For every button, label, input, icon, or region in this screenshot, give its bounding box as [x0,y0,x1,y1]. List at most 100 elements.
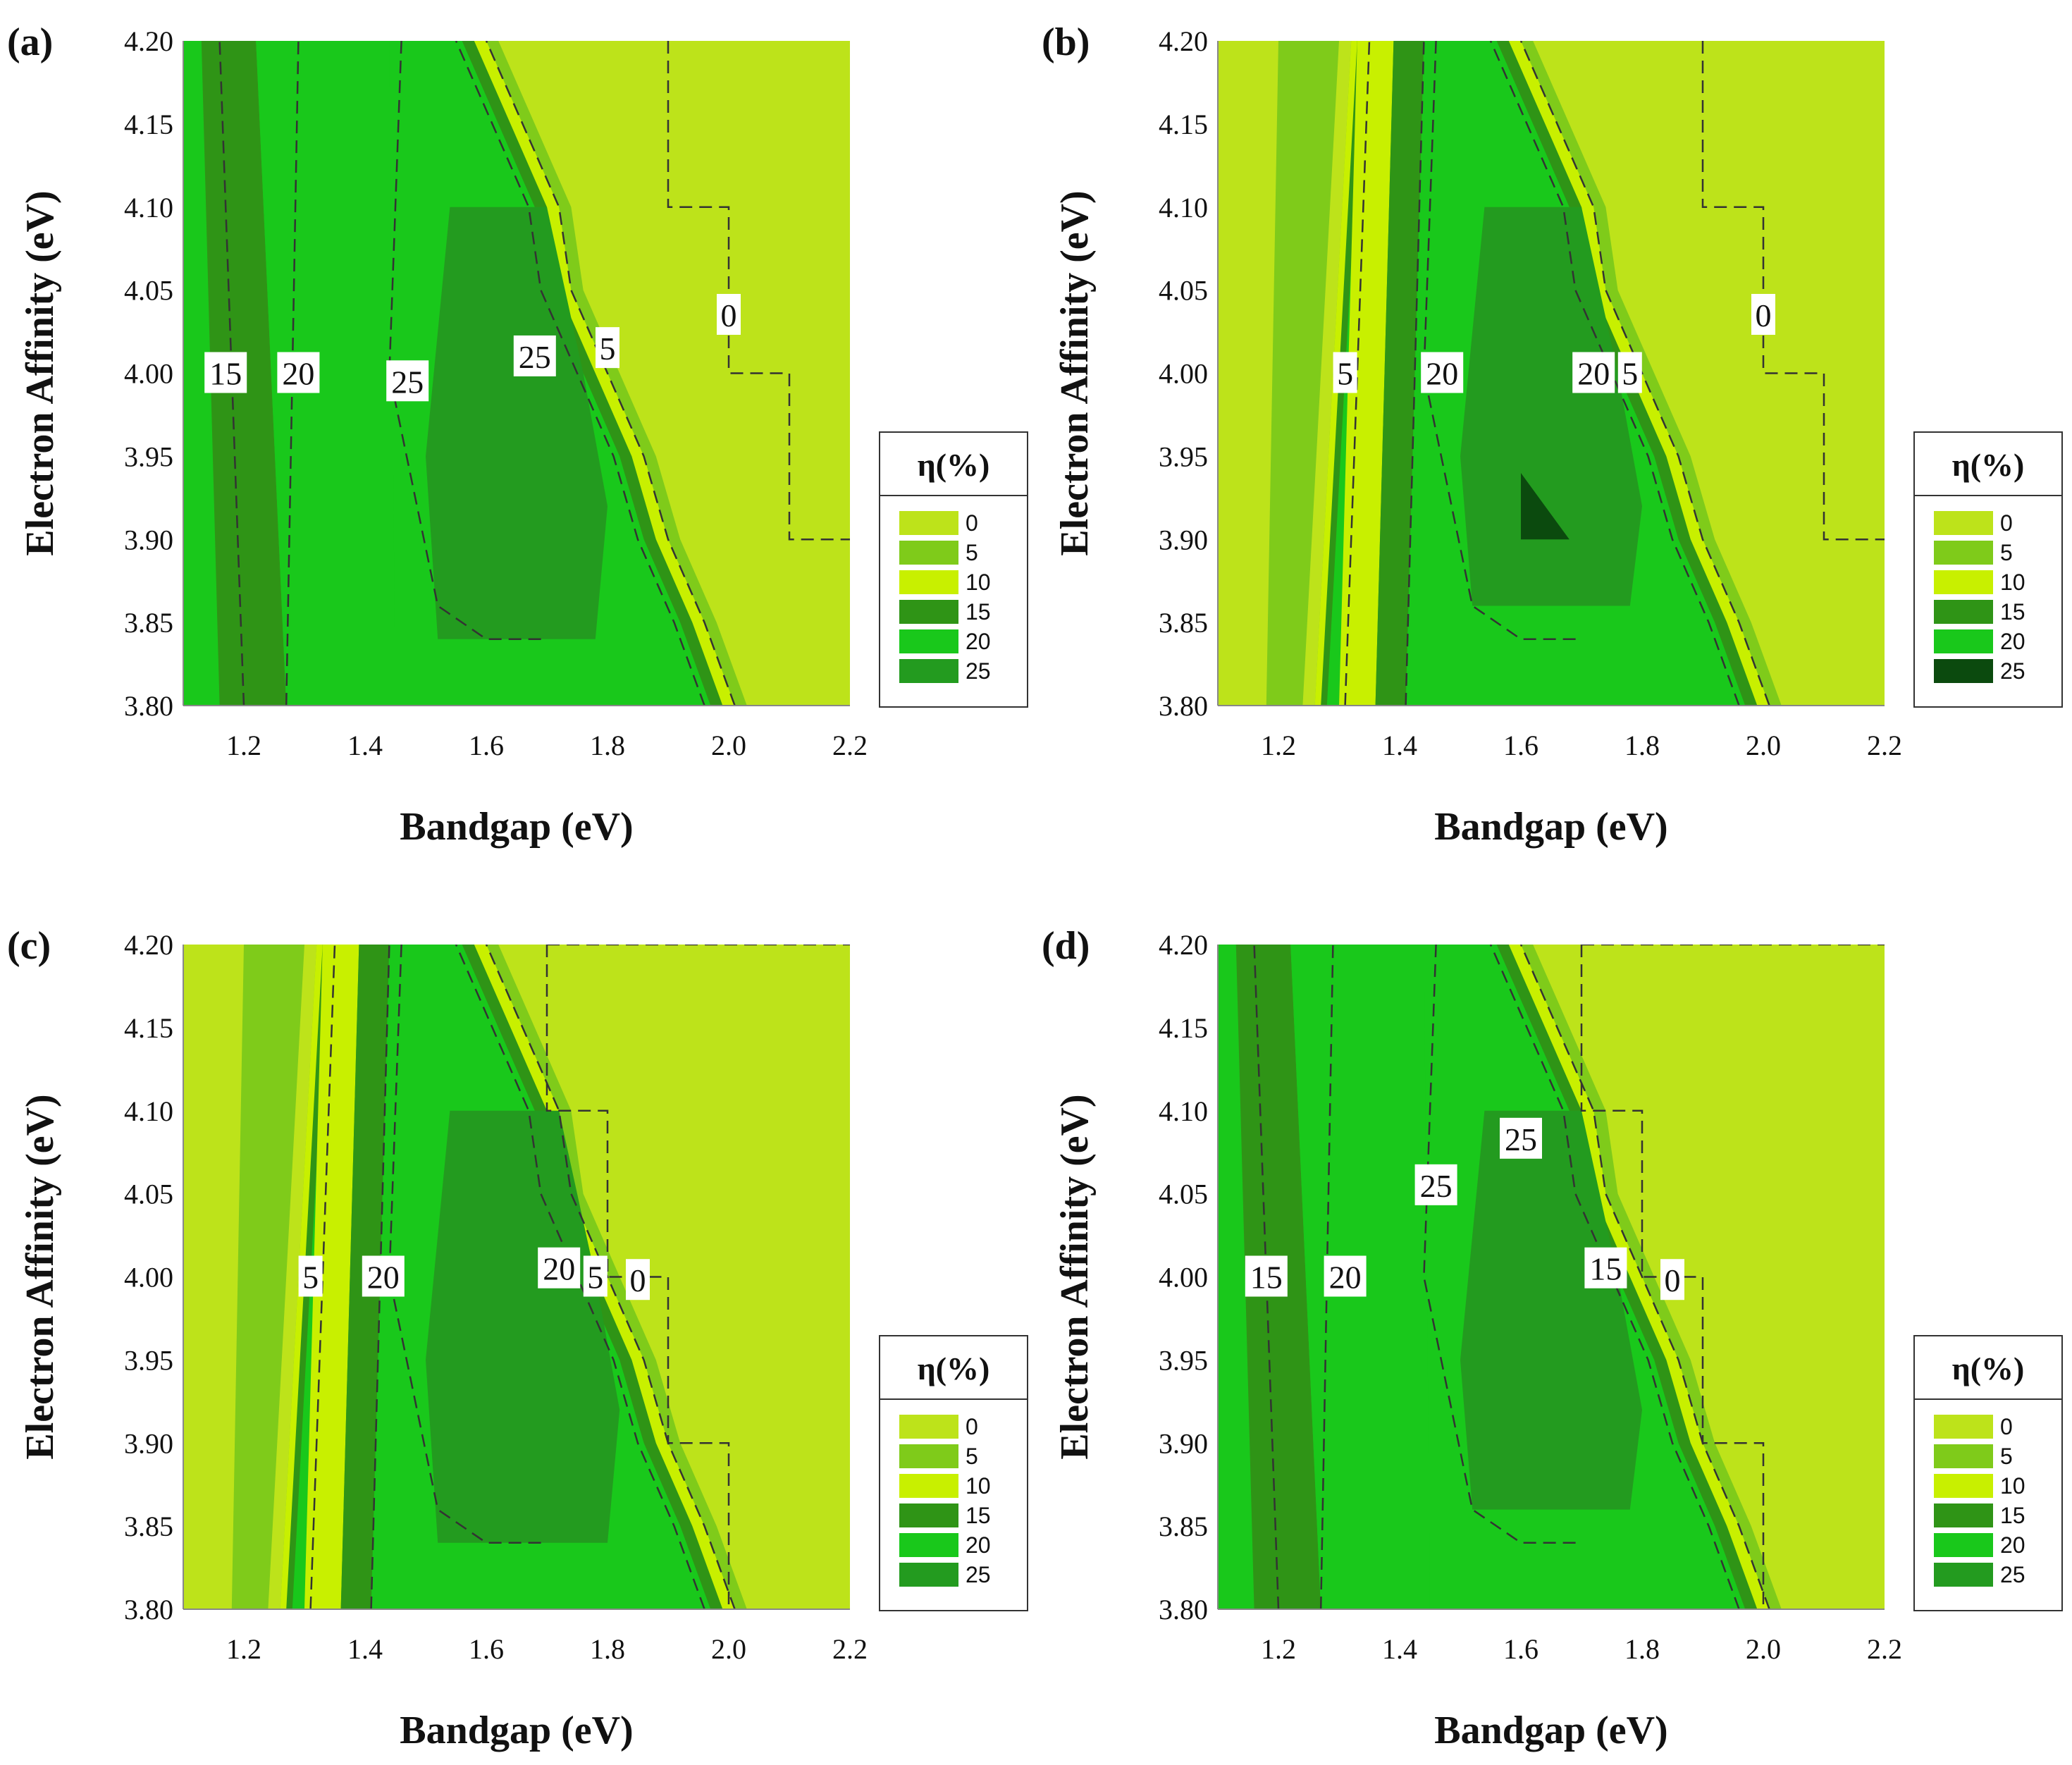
legend-item: 20 [966,1532,991,1558]
contour-line-left [218,41,245,706]
contour-label: 25 [391,364,424,400]
y-tick-label: 4.10 [1159,192,1208,223]
contour-label: 0 [630,1262,646,1298]
legend-item: 0 [966,1414,978,1439]
x-tick-label: 1.2 [226,730,261,761]
y-tick-label: 3.85 [1159,607,1208,639]
contour-line-peak [388,945,547,1544]
contour-label-box [386,360,429,402]
contour-label: 5 [600,331,616,367]
legend-swatch [1934,659,1993,683]
contour-label: 5 [1622,356,1638,392]
contour-label: 25 [1420,1168,1453,1204]
y-tick-label: 4.20 [124,25,173,57]
legend-item: 25 [2000,658,2025,684]
legend-item: 15 [966,599,991,625]
band-10-ridge [304,945,359,1609]
legend-item: 15 [2000,1503,2025,1528]
y-tick-label: 4.20 [1159,25,1208,57]
contour-line-left [1319,945,1334,1609]
y-tick-label: 4.20 [124,929,173,961]
band-20-mid [256,41,395,706]
contour-line-left [1405,41,1425,706]
panel-1: 5 20 20 5 0 3.80 3.85 3.90 3.95 4.00 4.05 4.10 4.15 4… [1042,20,2063,849]
legend-item: 25 [966,658,991,684]
legend-swatch [899,600,958,624]
contour-label-box [1660,1259,1684,1300]
x-tick-label: 2.2 [832,1633,868,1665]
y-tick-label: 3.90 [1159,1427,1208,1459]
legend-item: 10 [2000,570,2025,595]
y-tick-label: 4.15 [1159,109,1208,140]
legend-swatch [899,629,958,653]
legend-item: 0 [2000,510,2013,536]
contour-label-box [1584,1247,1627,1289]
y-tick-label: 4.00 [1159,358,1208,390]
contour-label-box [1572,352,1615,393]
contour-label-box [1333,352,1357,393]
legend-swatch [899,1563,958,1587]
legend-swatch [899,659,958,683]
legend-item: 10 [2000,1473,2025,1499]
contour-label-box [362,1255,405,1297]
contour-label-box [583,1255,608,1297]
contour-line-peak [1423,41,1581,640]
contour-label-box [717,293,741,335]
contour-label-box [1500,1117,1542,1159]
contour-label: 0 [1665,1262,1681,1298]
legend-swatch [1934,1563,1993,1587]
legend-swatch [1934,1474,1993,1498]
plot-area [183,945,850,1609]
legend-item: 15 [966,1503,991,1528]
x-tick-label: 1.2 [226,1633,261,1665]
contour-label: 15 [1250,1260,1283,1296]
contour-label: 15 [1589,1251,1622,1287]
x-tick-label: 2.0 [711,730,746,761]
x-tick-label: 1.6 [1503,730,1538,761]
band-5-left [1266,41,1339,706]
contour-line-left [1344,41,1371,706]
contour-label-box [1751,293,1775,335]
contour-label-box [277,352,320,393]
legend-swatch [899,511,958,535]
y-axis-title: Electron Affinity (eV) [1053,1094,1097,1459]
legend-item: 5 [966,540,978,565]
y-tick-label: 4.10 [124,192,173,223]
panel-label: (b) [1042,20,1090,64]
contour-label: 5 [587,1260,603,1296]
legend-swatch [1934,1444,1993,1468]
contour-label: 20 [367,1260,400,1296]
legend-title: η(%) [918,1351,990,1386]
plot-area [1218,41,1885,706]
plot-area [183,41,850,706]
legend-swatch [1934,1533,1993,1557]
contour-label: 15 [209,356,242,392]
contour-label: 20 [282,356,314,392]
panel-label: (c) [7,924,51,968]
legend-title: η(%) [1952,1351,2025,1386]
x-tick-label: 1.6 [1503,1633,1538,1665]
x-tick-label: 1.2 [1261,730,1296,761]
contour-label-box [596,327,619,369]
band-25-peak [1460,207,1642,606]
legend-title: η(%) [918,447,990,483]
contour-label-box [626,1259,650,1300]
contour-line-peak [388,41,547,640]
plot-area [1218,945,1885,1609]
y-tick-label: 3.80 [1159,690,1208,722]
x-tick-label: 2.0 [1746,730,1781,761]
contour-label: 0 [721,297,737,333]
y-tick-label: 4.20 [1159,929,1208,961]
y-tick-label: 3.95 [124,441,173,472]
x-tick-label: 2.2 [832,730,868,761]
x-tick-label: 1.6 [469,730,504,761]
panel-2: 5 20 20 5 03.803.853.903.954.004.054.104.154… [7,924,1028,1752]
contour-label: 20 [543,1251,575,1287]
contour-label: 20 [1329,1260,1362,1296]
legend-swatch [899,1474,958,1498]
band-25-peak [426,207,608,639]
legend-title: η(%) [1952,447,2025,483]
y-tick-label: 4.10 [124,1095,173,1127]
y-tick-label: 4.15 [124,1012,173,1044]
legend-swatch [1934,600,1993,624]
